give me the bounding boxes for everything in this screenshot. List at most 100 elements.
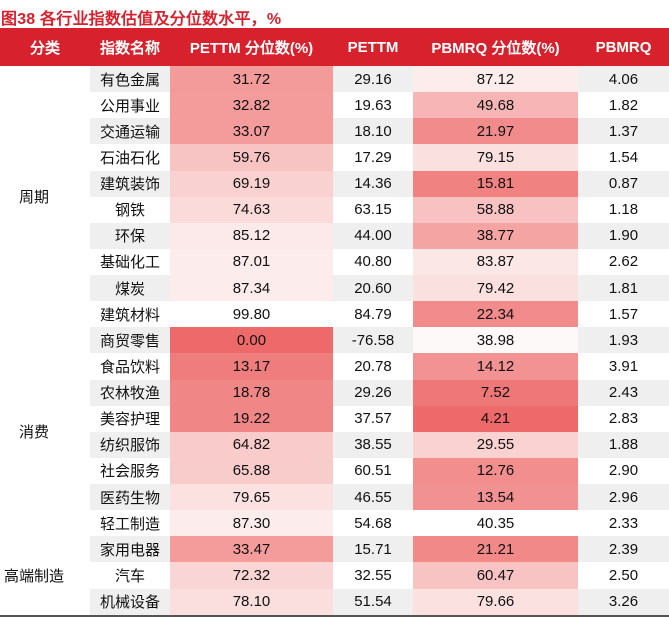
pettm-cell: 18.10 [333,118,413,145]
table-row: 机械设备 78.10 51.54 79.66 3.26 [90,588,669,615]
figure-title: 图38 各行业指数估值及分位数水平，% [1,11,282,28]
pbmrq-percentile-cell: 38.77 [413,222,578,249]
index-name-cell: 交通运输 [90,118,170,145]
pbmrq-percentile-cell: 22.34 [413,301,578,328]
table-row: 轻工制造 87.30 54.68 40.35 2.33 [90,510,669,537]
category-label: 周期 [0,66,90,328]
pettm-cell: 29.16 [333,66,413,93]
pettm-percentile-cell: 87.01 [170,248,333,275]
col-header-pettm: PETTM [347,38,399,56]
table-row: 基础化工 87.01 40.80 83.87 2.62 [90,248,669,275]
pettm-cell: 37.57 [354,410,392,428]
pettm-cell: 63.15 [354,201,392,219]
col-header-pettm-percentile: PETTM 分位数(%) [189,39,314,57]
pbmrq-cell: 4.06 [578,66,669,93]
pbmrq-percentile-cell: 60.47 [413,562,578,589]
pettm-percentile-cell: 99.80 [170,301,333,328]
pbmrq-cell: 2.33 [608,514,639,532]
index-name-cell: 农林牧渔 [90,379,170,406]
pbmrq-cell: 1.82 [608,96,639,114]
pbmrq-cell: 1.88 [578,431,669,458]
table-row: 农林牧渔 18.78 29.26 7.52 2.43 [90,379,669,406]
pbmrq-cell: 2.39 [578,536,669,563]
index-name-cell: 石油石化 [99,149,160,167]
table-bottom-border [0,614,669,617]
pettm-cell: 54.68 [354,514,392,532]
pettm-percentile-cell: 65.88 [170,457,333,484]
index-name-cell: 机械设备 [90,588,170,615]
table-row: 公用事业 32.82 19.63 49.68 1.82 [90,92,669,119]
col-header-pbmrq: PBMRQ [595,38,652,56]
pettm-cell: 51.54 [333,588,413,615]
pettm-percentile-cell: 64.82 [170,431,333,458]
pettm-percentile-cell: 87.30 [170,510,333,537]
pbmrq-cell: 1.93 [578,327,669,354]
table-row: 石油石化 59.76 17.29 79.15 1.54 [90,144,669,171]
category-label: 消费 [0,327,90,537]
pettm-percentile-cell: 33.07 [170,118,333,145]
table-row: 建筑材料 99.80 84.79 22.34 1.57 [90,301,669,328]
pettm-cell: 32.55 [354,566,392,584]
table-row: 美容护理 19.22 37.57 4.21 2.83 [90,405,669,432]
index-name-cell: 建筑材料 [99,306,160,324]
pbmrq-cell: 2.43 [578,379,669,406]
pettm-cell: 60.51 [354,462,392,480]
index-name-cell: 轻工制造 [99,515,160,533]
pbmrq-percentile-cell: 29.55 [413,431,578,458]
pettm-cell: 38.55 [333,431,413,458]
pettm-cell: 15.71 [333,536,413,563]
col-header-index-name: 指数名称 [99,39,160,57]
pbmrq-percentile-cell: 79.15 [413,144,578,171]
pettm-percentile-cell: 85.12 [170,222,333,249]
table-row: 建筑装饰 69.19 14.36 15.81 0.87 [90,170,669,197]
pbmrq-percentile-cell: 49.68 [413,92,578,119]
pbmrq-cell: 3.26 [578,588,669,615]
pbmrq-percentile-cell: 21.97 [413,118,578,145]
table-row: 社会服务 65.88 60.51 12.76 2.90 [90,457,669,484]
pettm-percentile-cell: 78.10 [170,588,333,615]
table-row: 煤炭 87.34 20.60 79.42 1.81 [90,275,669,302]
pbmrq-cell: 1.54 [608,148,639,166]
col-header-category: 分类 [29,39,60,57]
pettm-percentile-cell: 69.19 [170,170,333,197]
table-row: 汽车 72.32 32.55 60.47 2.50 [90,562,669,589]
pbmrq-percentile-cell: 40.35 [413,510,578,537]
table-row: 食品饮料 13.17 20.78 14.12 3.91 [90,353,669,380]
pbmrq-cell: 2.83 [608,410,639,428]
pbmrq-cell: 2.62 [608,253,639,271]
table-row: 纺织服饰 64.82 38.55 29.55 1.88 [90,431,669,458]
pettm-cell: 46.55 [333,484,413,511]
pbmrq-cell: 2.96 [578,484,669,511]
index-name-cell: 有色金属 [90,66,170,93]
pettm-cell: 40.80 [354,253,392,271]
pettm-percentile-cell: 87.34 [170,275,333,302]
table-row: 家用电器 33.47 15.71 21.21 2.39 [90,536,669,563]
table-row: 钢铁 74.63 63.15 58.88 1.18 [90,196,669,223]
index-name-cell: 纺织服饰 [90,431,170,458]
pettm-cell: 84.79 [354,305,392,323]
pbmrq-cell: 1.90 [578,222,669,249]
table-header-row: 分类 指数名称 PETTM 分位数(%) PETTM PBMRQ 分位数(%) PBMRQ [0,28,669,66]
pbmrq-percentile-cell: 12.76 [413,457,578,484]
index-name-cell: 钢铁 [114,202,145,220]
pettm-percentile-cell: 33.47 [170,536,333,563]
table-row: 医药生物 79.65 46.55 13.54 2.96 [90,484,669,511]
pbmrq-percentile-cell: 58.88 [413,196,578,223]
category-group: 周期 有色金属 31.72 29.16 87.12 4.06 公用事业 32.82 19.63 4… [0,66,669,328]
index-name-cell: 食品饮料 [99,358,160,376]
pbmrq-percentile-cell: 83.87 [413,248,578,275]
index-name-cell: 基础化工 [99,254,160,272]
pettm-percentile-cell: 32.82 [170,92,333,119]
table-body: 周期 有色金属 31.72 29.16 87.12 4.06 公用事业 32.82 19.63 4… [0,66,669,615]
pettm-percentile-cell: 0.00 [170,327,333,354]
pbmrq-percentile-cell: 15.81 [413,170,578,197]
category-group: 消费 商贸零售 0.00 -76.58 38.98 1.93 食品饮料 13.17 20.78 1… [0,327,669,537]
index-name-cell: 社会服务 [99,463,160,481]
pbmrq-percentile-cell: 21.21 [413,536,578,563]
index-name-cell: 煤炭 [90,275,170,302]
pettm-percentile-cell: 79.65 [170,484,333,511]
pettm-percentile-cell: 72.32 [170,562,333,589]
pettm-cell: 19.63 [354,96,392,114]
pbmrq-percentile-cell: 4.21 [413,405,578,432]
